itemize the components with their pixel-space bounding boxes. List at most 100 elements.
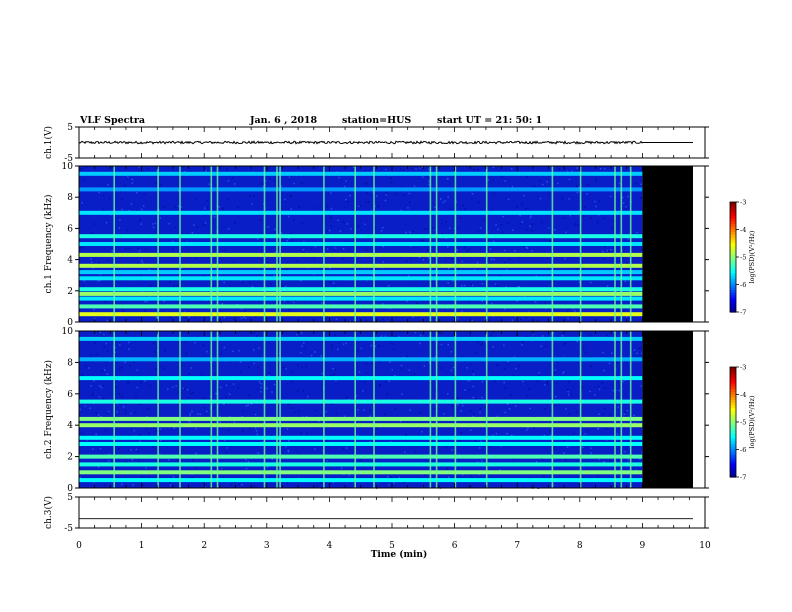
noise-speck bbox=[553, 308, 556, 310]
noise-speck bbox=[227, 198, 229, 201]
colorbar-cell bbox=[730, 248, 736, 253]
spectral-burst bbox=[323, 331, 325, 488]
noise-speck bbox=[552, 484, 555, 486]
noise-speck bbox=[273, 311, 275, 313]
noise-speck bbox=[453, 374, 455, 377]
spectral-band bbox=[79, 462, 643, 467]
noise-speck bbox=[139, 434, 141, 436]
noise-speck bbox=[162, 206, 165, 208]
colorbar-cell bbox=[730, 298, 736, 302]
spectral-band bbox=[79, 291, 643, 296]
noise-speck bbox=[365, 319, 368, 322]
noise-speck bbox=[576, 167, 578, 169]
noise-speck bbox=[530, 215, 532, 217]
spectral-band bbox=[79, 270, 643, 275]
colorbar-cell bbox=[730, 210, 736, 214]
noise-speck bbox=[350, 320, 352, 322]
noise-speck bbox=[518, 256, 521, 258]
noise-speck bbox=[296, 260, 298, 262]
noise-speck bbox=[451, 405, 454, 408]
noise-speck bbox=[116, 481, 119, 484]
noise-speck bbox=[586, 429, 589, 431]
noise-speck bbox=[159, 217, 161, 219]
spectral-burst bbox=[157, 331, 159, 488]
noise-speck bbox=[380, 335, 383, 337]
spectral-band bbox=[79, 470, 643, 475]
spectral-burst bbox=[614, 331, 616, 488]
noise-speck bbox=[342, 221, 345, 223]
spectral-band bbox=[79, 399, 643, 404]
noise-speck bbox=[247, 460, 250, 463]
noise-speck bbox=[297, 410, 300, 412]
noise-speck bbox=[518, 286, 521, 288]
noise-speck bbox=[355, 209, 357, 212]
noise-speck bbox=[583, 346, 585, 349]
noise-speck bbox=[542, 475, 545, 477]
noise-speck bbox=[188, 316, 190, 318]
colorbar-cell bbox=[730, 259, 736, 264]
noise-speck bbox=[596, 474, 599, 477]
colorbar-cell bbox=[730, 202, 736, 206]
noise-speck bbox=[107, 259, 109, 262]
noise-speck bbox=[624, 280, 626, 283]
noise-speck bbox=[554, 369, 556, 371]
spectral-band bbox=[79, 435, 643, 440]
noise-speck bbox=[256, 366, 259, 369]
noise-speck bbox=[151, 223, 154, 225]
noise-speck bbox=[564, 371, 567, 374]
noise-speck bbox=[484, 340, 486, 343]
spectral-burst bbox=[276, 331, 278, 488]
spectral-band bbox=[79, 252, 643, 257]
noise-speck bbox=[176, 458, 179, 461]
noise-speck bbox=[431, 227, 434, 229]
noise-speck bbox=[287, 383, 289, 385]
noise-speck bbox=[138, 460, 140, 463]
noise-speck bbox=[635, 183, 637, 185]
noise-speck bbox=[288, 176, 291, 178]
noise-speck bbox=[586, 193, 588, 195]
noise-speck bbox=[470, 283, 472, 286]
noise-speck bbox=[590, 281, 592, 284]
noise-speck bbox=[521, 344, 523, 346]
noise-speck bbox=[131, 458, 134, 461]
noise-speck bbox=[550, 434, 552, 436]
noise-speck bbox=[365, 201, 367, 203]
noise-speck bbox=[143, 193, 145, 196]
noise-speck bbox=[615, 389, 617, 392]
noise-speck bbox=[223, 439, 226, 441]
noise-speck bbox=[564, 257, 566, 260]
colorbar-cell bbox=[730, 372, 736, 376]
noise-speck bbox=[223, 403, 225, 405]
noise-speck bbox=[492, 346, 495, 348]
noise-speck bbox=[195, 257, 197, 260]
noise-speck bbox=[603, 369, 605, 372]
noise-speck bbox=[172, 386, 174, 388]
noise-speck bbox=[539, 197, 542, 200]
noise-speck bbox=[536, 320, 539, 322]
noise-speck bbox=[99, 331, 101, 334]
noise-speck bbox=[111, 468, 114, 470]
noise-speck bbox=[583, 477, 585, 479]
noise-speck bbox=[402, 194, 405, 196]
noise-speck bbox=[476, 341, 479, 343]
noise-speck bbox=[107, 184, 109, 186]
spectral-burst bbox=[157, 166, 159, 322]
noise-speck bbox=[319, 482, 322, 484]
noise-speck bbox=[260, 237, 263, 240]
colorbar-tick-label: -7 bbox=[740, 474, 746, 482]
noise-speck bbox=[343, 473, 345, 476]
noise-speck bbox=[126, 229, 128, 231]
panel-frames bbox=[78, 126, 706, 529]
noise-speck bbox=[332, 282, 335, 284]
noise-speck bbox=[335, 318, 338, 320]
noise-speck bbox=[378, 345, 380, 347]
noise-speck bbox=[138, 403, 141, 406]
noise-speck bbox=[302, 249, 305, 251]
noise-speck bbox=[223, 281, 225, 284]
noise-speck bbox=[395, 193, 398, 195]
noise-speck bbox=[174, 206, 177, 209]
noise-speck bbox=[481, 396, 483, 399]
noise-speck bbox=[220, 353, 222, 355]
noise-speck bbox=[125, 461, 127, 463]
noise-speck bbox=[641, 352, 643, 355]
